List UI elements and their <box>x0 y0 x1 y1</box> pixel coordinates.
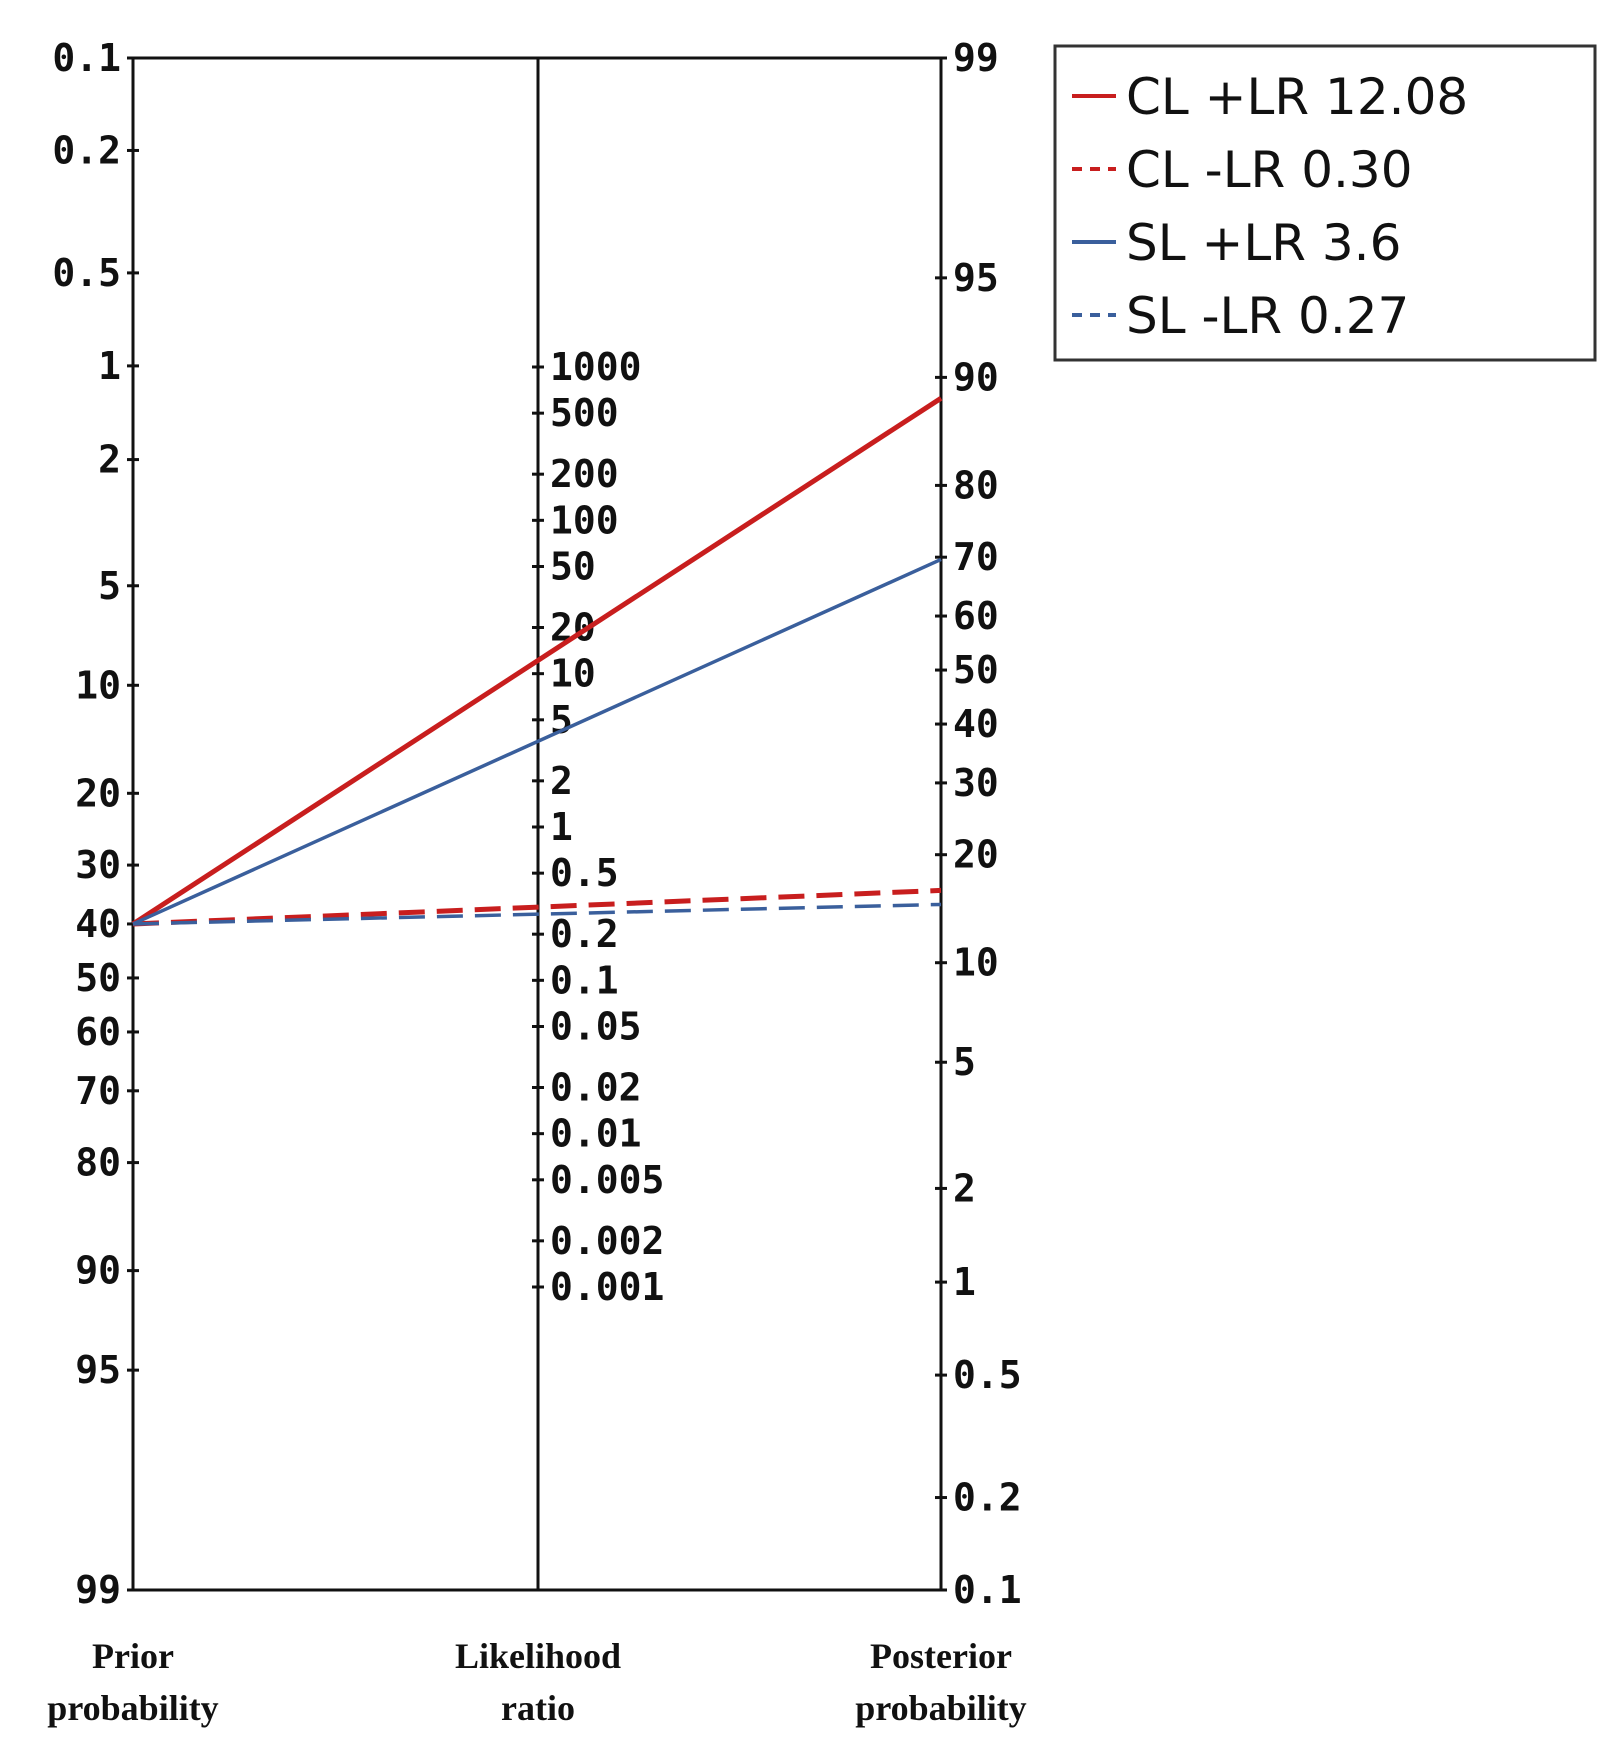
posterior-axis-tick-label: 95 <box>953 256 999 300</box>
likelihood-ratio-tick-label: 500 <box>550 391 619 435</box>
likelihood-ratio-axis-title: Likelihood <box>455 1636 621 1676</box>
posterior-axis-tick-label: 0.5 <box>953 1353 1022 1397</box>
series-line-sl-lr-3-6 <box>132 557 942 926</box>
likelihood-ratio-tick-label: 100 <box>550 498 619 542</box>
likelihood-ratio-tick-label: 0.2 <box>550 912 619 956</box>
posterior-axis-tick-label: 20 <box>953 833 999 877</box>
posterior-axis-tick-label: 80 <box>953 463 999 507</box>
posterior-axis-tick-label: 60 <box>953 594 999 638</box>
prior-axis-tick-label: 90 <box>75 1249 121 1293</box>
prior-axis-tick-label: 0.1 <box>52 36 121 80</box>
series-line-cl-lr-12-08 <box>131 396 943 927</box>
legend-label: CL +LR 12.08 <box>1126 68 1468 126</box>
likelihood-ratio-axis-title: ratio <box>501 1688 575 1728</box>
prior-axis-tick-label: 95 <box>75 1348 121 1392</box>
series-lines <box>131 396 943 927</box>
likelihood-ratio-tick-label: 0.02 <box>550 1066 642 1110</box>
posterior-axis-tick-label: 5 <box>953 1040 976 1084</box>
likelihood-ratio-tick-label: 0.1 <box>550 958 619 1002</box>
posterior-axis-tick-label: 10 <box>953 941 999 985</box>
prior-axis-title: probability <box>47 1688 218 1728</box>
likelihood-ratio-tick-label: 50 <box>550 544 596 588</box>
posterior-axis-tick-label: 30 <box>953 761 999 805</box>
likelihood-ratio-tick-label: 1000 <box>550 345 642 389</box>
legend-label: SL -LR 0.27 <box>1126 287 1409 345</box>
prior-axis-tick-label: 1 <box>98 344 121 388</box>
prior-axis: 0.1 0.2 0.5 1 2 5 10 20 30 40 50 60 70 80 90 95 99 Prior p… <box>47 36 218 1728</box>
posterior-axis-tick-label: 0.2 <box>953 1476 1022 1520</box>
legend-label: SL +LR 3.6 <box>1126 214 1401 272</box>
prior-axis-tick-label: 5 <box>98 564 121 608</box>
prior-axis-tick-label: 50 <box>75 956 121 1000</box>
posterior-axis: 0.1 0.2 0.5 1 2 5 10 20 30 40 50 60 70 80 90 95 99 Poster… <box>855 36 1026 1728</box>
prior-axis-tick-label: 80 <box>75 1141 121 1185</box>
likelihood-ratio-tick-label: 5 <box>550 698 573 742</box>
likelihood-ratio-tick-label: 0.5 <box>550 851 619 895</box>
posterior-axis-tick-label: 70 <box>953 535 999 579</box>
posterior-axis-tick-label: 0.1 <box>953 1568 1022 1612</box>
likelihood-ratio-axis: 0.0010.0020.0050.010.020.050.10.20.51251… <box>455 58 664 1728</box>
posterior-axis-tick-label: 40 <box>953 702 999 746</box>
prior-axis-tick-label: 70 <box>75 1069 121 1113</box>
posterior-axis-tick-label: 1 <box>953 1260 976 1304</box>
likelihood-ratio-tick-label: 0.001 <box>550 1265 664 1309</box>
likelihood-ratio-tick-label: 200 <box>550 452 619 496</box>
likelihood-ratio-tick-label: 0.002 <box>550 1219 664 1263</box>
likelihood-ratio-tick-label: 0.01 <box>550 1112 642 1156</box>
likelihood-ratio-tick-label: 0.05 <box>550 1004 642 1048</box>
prior-axis-tick-label: 0.5 <box>52 251 121 295</box>
legend-label: CL -LR 0.30 <box>1126 141 1413 199</box>
legend-box <box>1053 44 1597 362</box>
likelihood-ratio-tick-label: 1 <box>550 805 573 849</box>
prior-axis-tick-label: 40 <box>75 902 121 946</box>
prior-axis-tick-label: 2 <box>98 438 121 482</box>
series-line-cl-lr-0-30 <box>132 887 942 927</box>
posterior-axis-title: probability <box>855 1688 1026 1728</box>
posterior-axis-tick-label: 2 <box>953 1166 976 1210</box>
prior-axis-tick-label: 30 <box>75 843 121 887</box>
prior-axis-tick-label: 10 <box>75 663 121 707</box>
prior-axis-tick-label: 0.2 <box>52 128 121 172</box>
series-line-sl-lr-0-27 <box>132 902 942 926</box>
posterior-axis-title: Posterior <box>870 1636 1012 1676</box>
posterior-axis-tick-label: 99 <box>953 36 999 80</box>
likelihood-ratio-tick-label: 2 <box>550 759 573 803</box>
legend: CL +LR 12.08 CL -LR 0.30 SL +LR 3.6 SL -LR … <box>1053 44 1597 362</box>
prior-axis-title: Prior <box>92 1636 174 1676</box>
prior-axis-tick-label: 99 <box>75 1568 121 1612</box>
likelihood-ratio-tick-label: 0.005 <box>550 1158 664 1202</box>
prior-axis-tick-label: 60 <box>75 1010 121 1054</box>
posterior-axis-tick-label: 50 <box>953 648 999 692</box>
prior-axis-tick-label: 20 <box>75 771 121 815</box>
posterior-axis-tick-label: 90 <box>953 355 999 399</box>
likelihood-ratio-tick-label: 10 <box>550 652 596 696</box>
